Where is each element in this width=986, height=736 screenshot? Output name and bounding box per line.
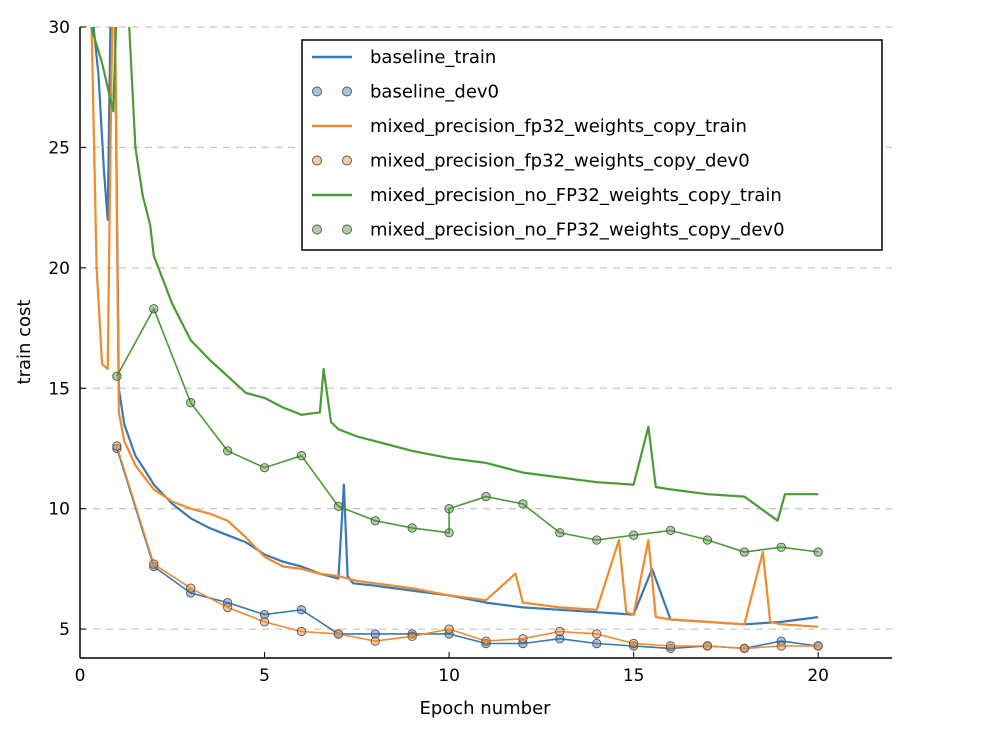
series-line-mixed_precision_no_FP32_weights_copy_dev0	[116, 306, 819, 553]
series-layer	[90, 27, 823, 654]
data-point-mixed_precision_no_FP32_weights_copy_dev0-20	[813, 547, 823, 557]
legend-marker-b-baseline_dev0	[342, 86, 352, 97]
data-point-mixed_precision_fp32_weights_copy_dev0-15	[665, 641, 676, 651]
data-point-mixed_precision_no_FP32_weights_copy_dev0-16	[665, 525, 676, 536]
data-point-baseline_dev0-7	[370, 629, 380, 639]
data-point-mixed_precision_no_FP32_weights_copy_dev0-15	[628, 530, 639, 540]
data-point-mixed_precision_fp32_weights_copy_dev0-5	[296, 626, 307, 637]
data-point-mixed_precision_no_FP32_weights_copy_dev0-14	[592, 535, 602, 545]
legend-marker-a-mixed_precision_no_FP32_weights_copy_dev0	[312, 224, 322, 235]
data-point-mixed_precision_no_FP32_weights_copy_dev0-3	[222, 446, 233, 456]
x-tick-label-1: 5	[259, 666, 270, 686]
x-tick-label-0: 0	[75, 666, 86, 686]
data-point-mixed_precision_no_FP32_weights_copy_dev0-10	[444, 504, 454, 514]
data-point-baseline_dev0-13	[592, 638, 602, 649]
data-point-mixed_precision_no_FP32_weights_copy_dev0-6	[333, 501, 344, 511]
legend-marker-a-mixed_precision_fp32_weights_copy_dev0	[312, 155, 322, 166]
x-tick-label-2: 10	[438, 666, 460, 686]
data-point-mixed_precision_no_FP32_weights_copy_dev0-5	[296, 451, 307, 461]
x-tick-label-4: 20	[807, 666, 829, 686]
data-point-mixed_precision_no_FP32_weights_copy_dev0-0	[112, 371, 122, 381]
data-point-mixed_precision_no_FP32_weights_copy_dev0-2	[186, 398, 196, 408]
data-point-mixed_precision_fp32_weights_copy_dev0-6	[333, 629, 344, 639]
legend-label-mixed_precision_no_FP32_weights_copy_dev0: mixed_precision_no_FP32_weights_copy_dev…	[370, 220, 785, 241]
data-point-mixed_precision_fp32_weights_copy_dev0-0	[112, 441, 122, 451]
legend: baseline_train baseline_dev0 mixed_precisi…	[301, 39, 883, 251]
legend-label-mixed_precision_fp32_weights_copy_dev0: mixed_precision_fp32_weights_copy_dev0	[370, 151, 750, 172]
data-point-mixed_precision_no_FP32_weights_copy_dev0-13	[555, 528, 565, 538]
data-point-mixed_precision_fp32_weights_copy_dev0-9	[444, 624, 454, 634]
data-point-mixed_precision_no_FP32_weights_copy_dev0-1	[149, 304, 159, 314]
data-point-baseline_dev0-12	[555, 634, 565, 644]
data-point-mixed_precision_fp32_weights_copy_dev0-4	[259, 617, 270, 627]
data-point-mixed_precision_no_FP32_weights_copy_dev0-11	[481, 491, 491, 502]
data-point-baseline_dev0-5	[296, 605, 307, 615]
x-tick-label-3: 15	[623, 666, 645, 686]
legend-label-mixed_precision_no_FP32_weights_copy_train: mixed_precision_no_FP32_weights_copy_tra…	[370, 185, 782, 206]
legend-marker-b-mixed_precision_no_FP32_weights_copy_dev0	[342, 224, 352, 235]
y-tick-label-0: 5	[59, 620, 70, 640]
data-point-mixed_precision_no_FP32_weights_copy_dev0-8	[407, 523, 417, 533]
axes	[79, 27, 892, 659]
x-axis-label: Epoch number	[419, 698, 551, 719]
data-point-mixed_precision_fp32_weights_copy_dev0-8	[407, 631, 417, 641]
series-line-mixed_precision_fp32_weights_copy_dev0	[116, 445, 819, 650]
data-point-mixed_precision_no_FP32_weights_copy_dev0-19	[776, 542, 786, 552]
y-tick-label-1: 10	[48, 500, 70, 520]
data-point-mixed_precision_fp32_weights_copy_dev0-11	[518, 634, 528, 644]
y-tick-label-3: 20	[48, 259, 70, 279]
data-point-mixed_precision_no_FP32_weights_copy_dev0-9	[444, 528, 454, 538]
data-point-mixed_precision_fp32_weights_copy_dev0-17	[739, 643, 750, 654]
data-point-mixed_precision_no_FP32_weights_copy_dev0-7	[370, 516, 380, 526]
legend-frame	[301, 39, 883, 251]
data-point-mixed_precision_fp32_weights_copy_dev0-13	[592, 629, 602, 639]
legend-marker-b-mixed_precision_fp32_weights_copy_dev0	[342, 155, 352, 166]
data-point-mixed_precision_fp32_weights_copy_dev0-16	[702, 641, 713, 651]
y-tick-label-2: 15	[48, 379, 70, 399]
data-point-mixed_precision_fp32_weights_copy_dev0-3	[222, 602, 233, 613]
series-line-baseline_dev0	[116, 448, 819, 650]
series-line-mixed_precision_fp32_weights_copy_train	[90, 27, 819, 628]
tick-labels: 0 5 10 15 20 5 10 15 20 25 30	[48, 18, 829, 686]
data-point-mixed_precision_no_FP32_weights_copy_dev0-12	[518, 499, 528, 509]
data-point-mixed_precision_fp32_weights_copy_dev0-12	[555, 626, 565, 637]
legend-marker-a-baseline_dev0	[312, 86, 322, 97]
data-point-mixed_precision_fp32_weights_copy_dev0-10	[481, 636, 491, 646]
data-point-mixed_precision_fp32_weights_copy_dev0-18	[776, 641, 786, 651]
data-point-mixed_precision_no_FP32_weights_copy_dev0-18	[739, 547, 750, 557]
legend-label-baseline_train: baseline_train	[370, 47, 496, 68]
series-line-mixed_precision_no_FP32_weights_copy_train	[90, 27, 819, 522]
y-tick-label-5: 30	[48, 18, 70, 38]
y-axis-label: train cost	[14, 300, 35, 385]
data-point-mixed_precision_fp32_weights_copy_dev0-19	[813, 641, 823, 651]
legend-label-baseline_dev0: baseline_dev0	[370, 82, 499, 103]
data-point-baseline_dev0-4	[259, 609, 270, 620]
legend-label-mixed_precision_fp32_weights_copy_train: mixed_precision_fp32_weights_copy_train	[370, 116, 747, 137]
y-tick-label-4: 25	[48, 138, 70, 158]
data-point-mixed_precision_fp32_weights_copy_dev0-1	[149, 559, 159, 569]
data-point-mixed_precision_no_FP32_weights_copy_dev0-17	[702, 535, 713, 545]
data-point-mixed_precision_fp32_weights_copy_dev0-7	[370, 636, 380, 646]
data-point-mixed_precision_no_FP32_weights_copy_dev0-4	[259, 463, 270, 473]
data-point-mixed_precision_fp32_weights_copy_dev0-2	[186, 583, 196, 593]
data-point-mixed_precision_fp32_weights_copy_dev0-14	[628, 638, 639, 649]
